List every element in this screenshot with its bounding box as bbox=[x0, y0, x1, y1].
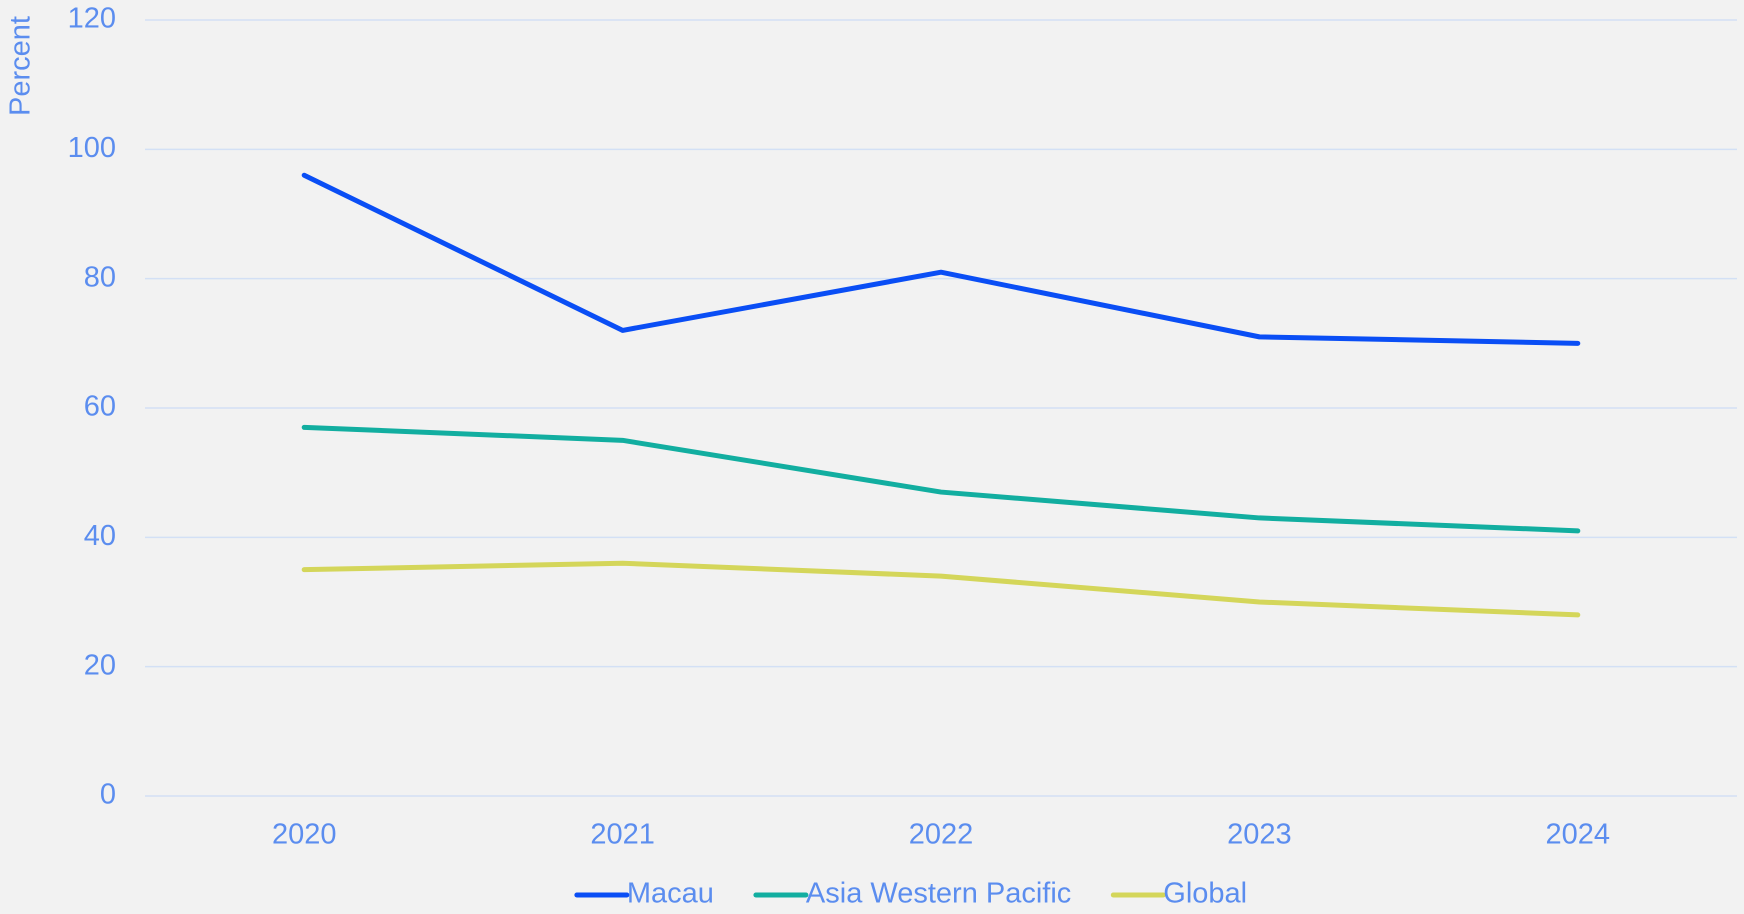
legend-label: Asia Western Pacific bbox=[806, 878, 1071, 910]
y-tick-label: 80 bbox=[84, 261, 116, 293]
y-tick-label: 0 bbox=[100, 779, 116, 811]
y-tick-label: 60 bbox=[84, 391, 116, 423]
x-tick-label: 2023 bbox=[1227, 819, 1292, 851]
x-tick-label: 2021 bbox=[590, 819, 655, 851]
x-tick-label: 2020 bbox=[272, 819, 337, 851]
series-line bbox=[301, 424, 1581, 534]
y-tick-label: 120 bbox=[68, 3, 116, 35]
y-tick-label: 20 bbox=[84, 649, 116, 681]
series-line bbox=[301, 172, 1581, 346]
x-tick-label: 2024 bbox=[1546, 819, 1611, 851]
y-axis-title: Percent bbox=[5, 16, 37, 116]
y-tick-label: 40 bbox=[84, 520, 116, 552]
legend-label: Macau bbox=[627, 878, 714, 910]
series-line bbox=[301, 560, 1581, 618]
y-tick-label: 100 bbox=[68, 132, 116, 164]
legend-label: Global bbox=[1163, 878, 1247, 910]
x-tick-label: 2022 bbox=[909, 819, 974, 851]
